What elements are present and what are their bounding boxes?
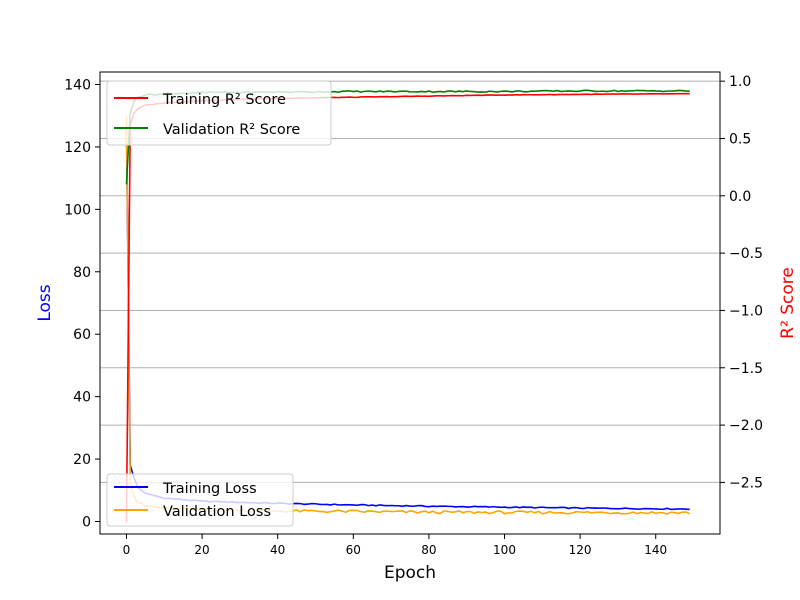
plot-frame	[99, 71, 721, 535]
x-axis-ticks: 0 20 40 60 80 100 120 140	[123, 534, 667, 557]
left-axis-ticks: 0 20 40 60 80 100 120 140	[64, 77, 100, 531]
right-tick-label: 0.0	[729, 189, 751, 205]
loss-legend: Training Loss Validation Loss	[106, 473, 294, 527]
x-tick-label: 120	[569, 543, 592, 557]
loss-legend-box	[106, 473, 294, 527]
legend-label-validation-loss: Validation Loss	[163, 504, 271, 520]
left-tick-label: 60	[73, 327, 91, 343]
r2-legend: Training R² Score Validation R² Score	[106, 80, 332, 146]
x-tick-label: 80	[421, 543, 436, 557]
x-tick-label: 60	[346, 543, 361, 557]
left-tick-label: 80	[73, 265, 91, 281]
x-tick-label: 20	[194, 543, 209, 557]
right-tick-label: 0.5	[729, 131, 751, 147]
legend-label-validation-r2: Validation R² Score	[163, 122, 300, 138]
left-tick-label: 100	[64, 202, 91, 218]
right-tick-label: −1.5	[729, 361, 763, 377]
right-tick-label: −1.0	[729, 303, 763, 319]
x-axis-label: Epoch	[384, 563, 436, 583]
right-tick-label: −2.5	[729, 475, 763, 491]
r2-legend-box	[106, 80, 332, 146]
x-tick-label: 140	[644, 543, 667, 557]
left-tick-label: 40	[73, 390, 91, 406]
left-tick-label: 20	[73, 452, 91, 468]
left-tick-label: 0	[82, 515, 91, 531]
right-tick-label: −0.5	[729, 246, 763, 262]
x-tick-label: 0	[123, 543, 131, 557]
left-tick-label: 120	[64, 140, 91, 156]
right-tick-label: −2.0	[729, 418, 763, 434]
left-tick-label: 140	[64, 77, 91, 93]
x-tick-label: 40	[270, 543, 285, 557]
legend-label-training-loss: Training Loss	[162, 481, 257, 497]
right-tick-label: 1.0	[729, 74, 751, 90]
legend-label-training-r2: Training R² Score	[162, 92, 286, 108]
left-axis-label: Loss	[35, 284, 55, 321]
right-axis-ticks: 1.0 0.5 0.0 −0.5 −1.0 −1.5 −2.0 −2.5	[720, 74, 763, 491]
x-tick-label: 100	[493, 543, 516, 557]
right-axis-label: R² Score	[778, 267, 798, 339]
